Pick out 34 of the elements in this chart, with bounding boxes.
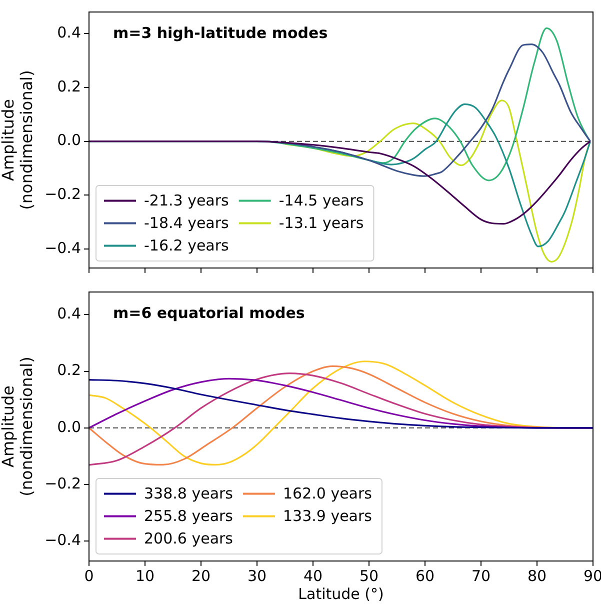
legend-label: 255.8 years bbox=[144, 507, 234, 526]
y-axis-title: Amplitude (nondimensional) bbox=[0, 356, 36, 496]
legend-label: -21.3 years bbox=[144, 192, 230, 210]
y-tick-label: −0.4 bbox=[44, 239, 81, 258]
x-tick-label: 60 bbox=[415, 566, 435, 585]
legend-label: 162.0 years bbox=[282, 484, 372, 503]
x-tick-label: 20 bbox=[191, 566, 211, 585]
legend-label: 338.8 years bbox=[144, 484, 234, 503]
x-tick-label: 40 bbox=[303, 566, 323, 585]
y-axis-title: Amplitude (nondimensional) bbox=[0, 70, 36, 210]
x-tick-label: 80 bbox=[527, 566, 547, 585]
y-tick-label: 0.2 bbox=[57, 77, 81, 96]
x-tick-label: 30 bbox=[247, 566, 267, 585]
y-tick-label: 0.0 bbox=[57, 418, 81, 436]
y-tick-label: 0.0 bbox=[57, 131, 81, 150]
y-tick-label: −0.2 bbox=[44, 474, 81, 492]
legend-label: -18.4 years bbox=[144, 214, 230, 232]
x-tick-label: 70 bbox=[471, 566, 491, 585]
x-tick-label: 50 bbox=[359, 566, 379, 585]
y-tick-label: 0.4 bbox=[57, 23, 81, 42]
legend-label: -14.5 years bbox=[278, 192, 364, 210]
legend-label: 133.9 years bbox=[282, 507, 372, 526]
text: m=3 high-latitude modes bbox=[113, 24, 328, 42]
legend-label: 200.6 years bbox=[144, 530, 234, 548]
x-tick-label: 10 bbox=[135, 566, 155, 585]
legend-label: -16.2 years bbox=[144, 236, 230, 255]
y-tick-label: −0.4 bbox=[44, 531, 81, 550]
x-axis-title: Latitude (°) bbox=[298, 584, 384, 603]
y-tick-label: −0.2 bbox=[44, 185, 81, 204]
text: m=6 equatorial modes bbox=[113, 304, 305, 322]
y-tick-label: 0.2 bbox=[57, 361, 81, 380]
y-tick-label: 0.4 bbox=[57, 304, 81, 323]
x-tick-label: 0 bbox=[84, 566, 94, 585]
legend-label: -13.1 years bbox=[278, 214, 364, 232]
